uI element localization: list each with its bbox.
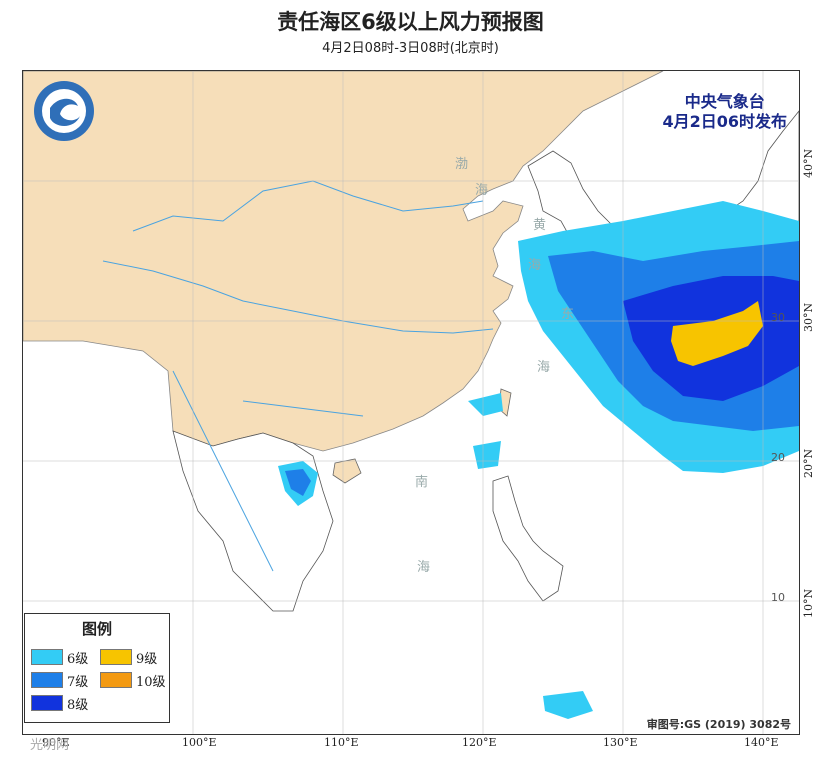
wind-zone-6-taiwan	[468, 393, 503, 416]
grid-label-30: 30	[771, 311, 785, 324]
legend-label-8: 8级	[67, 698, 89, 713]
issuer-block: 中央气象台 4月2日06时发布	[662, 92, 787, 132]
sea-label-south-1: 南	[415, 475, 429, 490]
lat-tick-20: 20°N	[802, 448, 815, 478]
lon-tick-110: 110°E	[324, 736, 359, 749]
land-philippines	[492, 475, 564, 602]
grid-label-20: 20	[771, 451, 785, 464]
sea-label-yellow-1: 黄	[533, 218, 547, 233]
wind-zone-6-south	[543, 691, 593, 719]
lon-tick-140: 140°E	[744, 736, 779, 749]
legend-box: 图例 6级 9级 7级 10级 8级	[24, 613, 170, 723]
map-title: 责任海区6级以上风力预报图	[277, 10, 544, 34]
legend-swatch-8	[31, 695, 63, 711]
legend-title: 图例	[81, 620, 112, 638]
issue-time: 4月2日06时发布	[662, 112, 787, 131]
legend-swatch-6	[31, 649, 63, 665]
wind-zone-7-gulf	[285, 469, 311, 496]
land-indochina	[172, 430, 334, 612]
sea-label-bohai-2: 海	[475, 183, 489, 198]
lon-tick-130: 130°E	[603, 736, 638, 749]
cma-logo-icon	[30, 78, 98, 148]
legend-label-9: 9级	[136, 652, 158, 667]
legend-label-6: 6级	[67, 652, 89, 667]
issuer-name: 中央气象台	[684, 92, 765, 111]
sea-label-east-2: 海	[537, 360, 551, 375]
map-approval-number: 审图号:GS (2019) 3082号	[646, 718, 791, 731]
lon-tick-90: 90°E	[42, 736, 70, 749]
lat-tick-30: 30°N	[802, 302, 815, 332]
legend-swatch-9	[100, 649, 132, 665]
map-canvas	[23, 71, 799, 734]
river-yangtze	[102, 260, 494, 334]
grid-label-10: 10	[771, 591, 785, 604]
sea-label-bohai-1: 渤	[455, 157, 469, 172]
wind-zone-9	[671, 301, 763, 366]
legend-label-7: 7级	[67, 675, 89, 690]
sea-label-south-2: 海	[417, 560, 431, 575]
lon-tick-100: 100°E	[182, 736, 217, 749]
lat-tick-40: 40°N	[802, 148, 815, 178]
legend-swatch-7	[31, 672, 63, 688]
lon-tick-120: 120°E	[462, 736, 497, 749]
map-subtitle: 4月2日08时-3日08时(北京时)	[322, 41, 499, 56]
land-hainan	[332, 458, 362, 484]
sea-label-east-1: 东	[561, 307, 575, 322]
lat-tick-10: 10°N	[802, 588, 815, 618]
sea-label-yellow-2: 海	[528, 258, 542, 273]
legend-swatch-10	[100, 672, 132, 688]
wind-zone-6-luzon	[473, 441, 501, 469]
watermark: 光明网	[30, 738, 70, 753]
legend-label-10: 10级	[136, 675, 166, 690]
river-mekong	[172, 370, 274, 572]
